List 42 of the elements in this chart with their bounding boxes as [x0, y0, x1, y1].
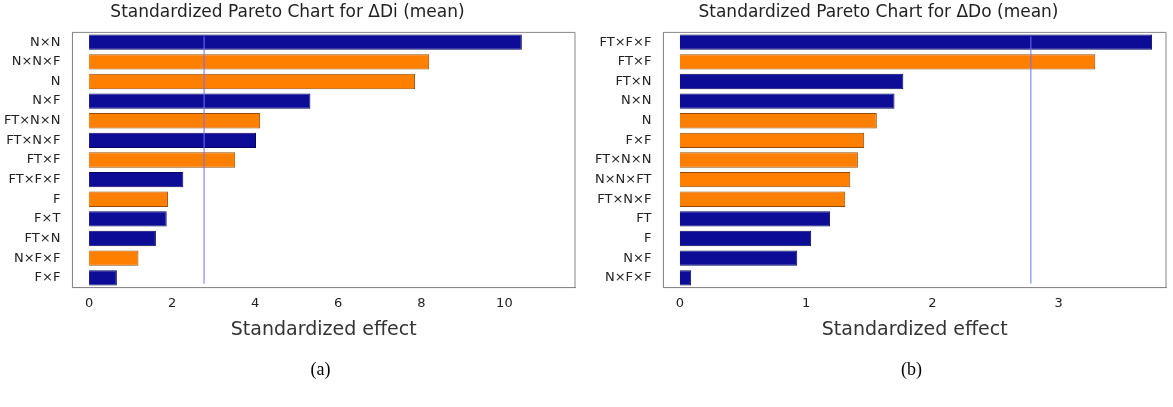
y-tick-label: N×N: [30, 33, 61, 49]
y-tick-label: F×F: [625, 131, 652, 147]
y-tick-label: FT×F: [617, 53, 652, 69]
y-tick-label: F: [643, 229, 652, 245]
y-tick-label: FT×N: [24, 229, 61, 245]
chart-title: Standardized Pareto Chart for ΔDo (mean): [698, 0, 1059, 21]
x-tick-label: 0: [675, 294, 684, 310]
y-tick-label: FT: [636, 210, 652, 226]
y-tick-label: N: [641, 112, 652, 128]
x-axis-title: Standardized effect: [821, 316, 1008, 339]
y-tick-label: F×T: [34, 210, 61, 226]
x-tick-label: 4: [251, 294, 260, 310]
y-tick-label: N×N×FT: [594, 171, 652, 187]
x-axis-title: Standardized effect: [230, 316, 417, 339]
x-tick-label: 10: [496, 294, 513, 310]
x-tick-label: 6: [334, 294, 343, 310]
x-tick-label: 8: [417, 294, 426, 310]
x-tick-label: 0: [84, 294, 94, 310]
y-tick-label: N×F×F: [604, 269, 652, 285]
x-tick-label: 2: [928, 294, 937, 310]
y-tick-label: FT×F: [26, 151, 61, 167]
x-tick-label: 2: [167, 294, 177, 310]
y-tick-label: FT×N×N: [594, 151, 652, 167]
y-tick-label: FT×N×F: [6, 131, 61, 147]
y-tick-label: N×F: [623, 249, 652, 265]
y-tick-label: N×N×F: [11, 53, 61, 69]
y-tick-label: FT×N×N: [3, 112, 61, 128]
chart-title: Standardized Pareto Chart for ΔDi (mean): [110, 0, 465, 21]
y-tick-label: FT×F×F: [599, 33, 652, 49]
y-tick-label: N×F×F: [13, 249, 61, 265]
y-tick-label: FT×N×F: [597, 190, 652, 206]
y-tick-label: F×F: [34, 269, 61, 285]
text: (a): [309, 359, 332, 380]
y-tick-label: FT×N: [615, 72, 652, 88]
x-tick-label: 3: [1054, 294, 1063, 310]
y-tick-label: F: [52, 190, 61, 206]
x-tick-label: 1: [801, 294, 811, 310]
y-tick-label: N: [50, 72, 61, 88]
text: (b): [900, 359, 923, 380]
y-tick-label: N×N: [621, 92, 652, 108]
y-tick-label: FT×F×F: [8, 171, 61, 187]
y-tick-label: N×F: [32, 92, 61, 108]
